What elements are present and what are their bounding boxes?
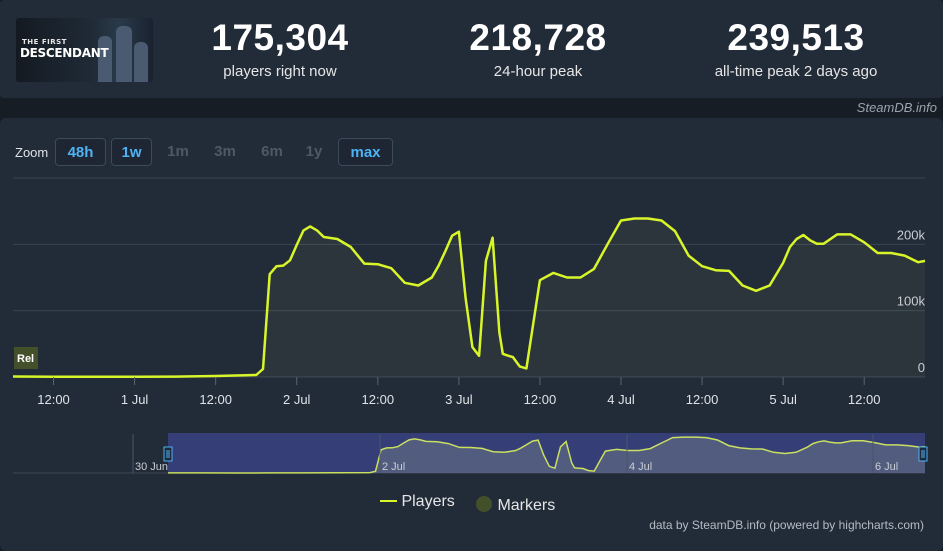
- zoom-max-button[interactable]: max: [338, 138, 393, 166]
- x-tick-label: 12:00: [37, 392, 70, 407]
- zoom-1y-button[interactable]: 1y: [305, 143, 323, 160]
- logo-figure: [98, 36, 112, 82]
- logo-figure: [116, 26, 132, 82]
- navigator-label: 4 Jul: [629, 461, 652, 473]
- logo-text-line2: DESCENDANT: [20, 46, 109, 60]
- all-time-peak-stat: 239,513 all-time peak 2 days ago: [686, 17, 906, 81]
- release-marker-label: Rel: [17, 353, 34, 365]
- x-tick-label: 2 Jul: [283, 392, 311, 407]
- zoom-1w-button[interactable]: 1w: [111, 138, 152, 166]
- logo-figure: [134, 42, 148, 82]
- y-tick-label: 200k: [897, 227, 926, 242]
- credit-text[interactable]: data by SteamDB.info (powered by highcha…: [649, 518, 924, 532]
- day-peak-value: 218,728: [469, 17, 607, 58]
- navigator-label: 2 Jul: [382, 461, 405, 473]
- release-marker: [14, 347, 38, 369]
- legend-line-icon: [380, 500, 397, 502]
- legend-players-label: Players: [401, 493, 455, 510]
- navigator-label: 6 Jul: [875, 461, 898, 473]
- logo-text-line1: THE FIRST: [22, 38, 67, 46]
- x-tick-label: 12:00: [524, 392, 557, 407]
- y-tick-label: 100k: [897, 294, 926, 309]
- x-tick-label: 12:00: [686, 392, 719, 407]
- navigator-selected-range: [168, 433, 925, 473]
- all-time-peak-label: all-time peak 2 days ago: [714, 63, 878, 80]
- current-players-value: 175,304: [211, 17, 349, 58]
- game-logo[interactable]: THE FIRST DESCENDANT: [16, 18, 153, 82]
- y-tick-label: 0: [918, 360, 925, 375]
- x-tick-label: 12:00: [848, 392, 881, 407]
- navigator-handle[interactable]: [163, 446, 173, 462]
- legend-markers[interactable]: Markers: [476, 493, 555, 515]
- release-markers: Rel: [14, 347, 38, 369]
- y-axis-labels: 0 100k 200k: [897, 227, 926, 375]
- x-tick-label: 4 Jul: [607, 392, 635, 407]
- stats-header: THE FIRST DESCENDANT 175,304 players rig…: [0, 0, 943, 98]
- navigator-line: [168, 436, 926, 474]
- all-time-peak-value: 239,513: [727, 17, 865, 58]
- x-tick-label: 12:00: [362, 392, 395, 407]
- x-axis-labels: 12:00 1 Jul 12:00 2 Jul 12:00 3 Jul 12:00 4 Jul…: [37, 377, 880, 407]
- zoom-1m-button[interactable]: 1m: [167, 143, 189, 160]
- x-tick-label: 12:00: [199, 392, 232, 407]
- legend-markers-label: Markers: [497, 497, 556, 514]
- zoom-6m-button[interactable]: 6m: [261, 143, 283, 160]
- zoom-label: Zoom: [15, 145, 49, 160]
- x-tick-label: 1 Jul: [121, 392, 149, 407]
- navigator-area: [168, 437, 925, 473]
- zoom-3m-button[interactable]: 3m: [214, 143, 236, 160]
- navigator-label: 30 Jun: [135, 461, 168, 473]
- current-players-label: players right now: [223, 63, 337, 80]
- legend-players[interactable]: Players: [380, 493, 455, 511]
- zoom-48h-button[interactable]: 48h: [55, 138, 106, 166]
- steamdb-link[interactable]: SteamDB.info: [856, 100, 937, 115]
- current-players-stat: 175,304 players right now: [170, 17, 390, 81]
- navigator-handle[interactable]: [918, 446, 928, 462]
- x-tick-label: 5 Jul: [769, 392, 797, 407]
- navigator: 30 Jun 2 Jul 4 Jul 6 Jul: [13, 433, 928, 474]
- legend-circle-icon: [476, 496, 492, 512]
- players-line[interactable]: [12, 217, 926, 379]
- day-peak-stat: 218,728 24-hour peak: [428, 17, 648, 81]
- players-area: [13, 218, 925, 377]
- x-tick-label: 3 Jul: [445, 392, 473, 407]
- day-peak-label: 24-hour peak: [493, 63, 583, 80]
